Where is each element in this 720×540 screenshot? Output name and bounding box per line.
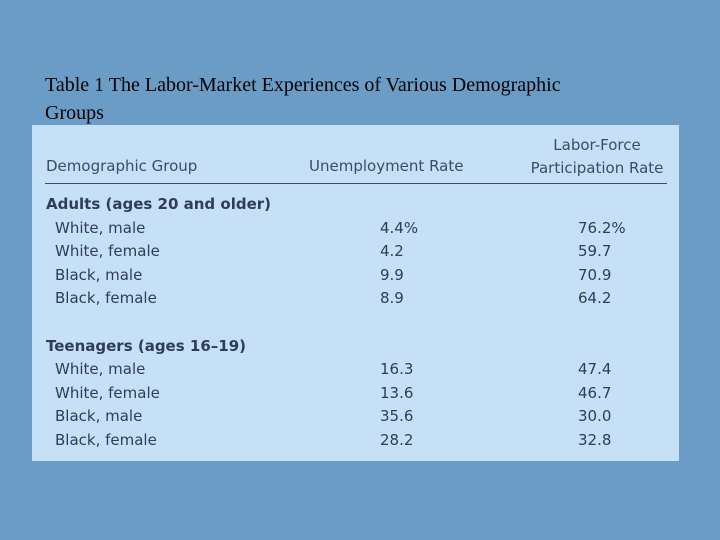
row-label: Black, male: [55, 265, 143, 284]
cell: 46.7: [578, 383, 612, 402]
header-cell: Demographic Group: [46, 157, 198, 175]
group-label: Adults (ages 20 and older): [46, 195, 271, 213]
cell: 28.2: [380, 430, 414, 449]
row-label: White, male: [55, 218, 146, 237]
row-label: Black, male: [55, 407, 143, 425]
group-label: Teenagers (ages 16–19): [46, 336, 246, 355]
cell: 47.4: [578, 360, 612, 378]
row-label: White, female: [55, 383, 160, 402]
header-cell: Unemployment Rate: [309, 157, 464, 175]
cell: 35.6: [380, 407, 414, 425]
cell: 59.7: [578, 242, 612, 260]
row-label: Black, female: [55, 289, 157, 307]
cell: 32.8: [578, 430, 612, 449]
table: Demographic Group Unemployment Rate Labo…: [32, 125, 679, 461]
row-label: White, male: [55, 360, 146, 378]
cell: 64.2: [578, 289, 612, 307]
row-label: Black, female: [55, 430, 157, 449]
cell: 13.6: [380, 383, 414, 402]
header-rule: [45, 183, 667, 184]
cell: 70.9: [578, 265, 612, 284]
cell: 30.0: [578, 407, 612, 425]
slide-title: Table 1 The Labor-Market Experiences of …: [45, 74, 561, 124]
cell: 76.2%: [578, 218, 626, 237]
cell: 9.9: [380, 265, 404, 284]
cell: 16.3: [380, 360, 414, 378]
cell: 4.2: [380, 242, 404, 260]
cell: 4.4%: [380, 218, 419, 237]
cell: 8.9: [380, 289, 404, 307]
header-cell: Labor-Force Participation Rate: [530, 136, 664, 177]
row-label: White, female: [55, 242, 160, 260]
